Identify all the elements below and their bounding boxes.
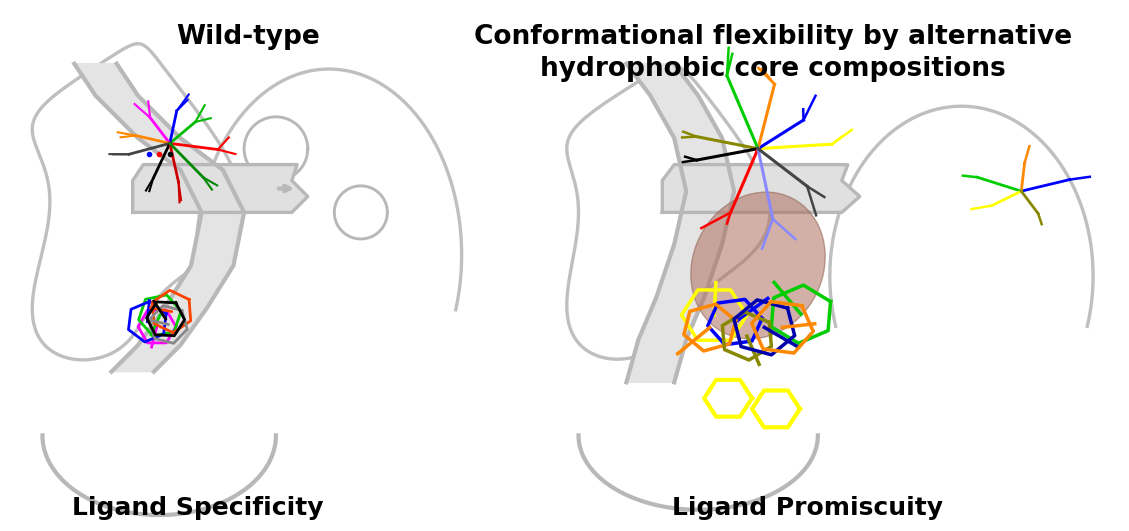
Polygon shape [133, 165, 308, 212]
Polygon shape [627, 64, 734, 382]
Polygon shape [75, 64, 244, 372]
Text: Ligand Specificity: Ligand Specificity [72, 496, 323, 520]
Ellipse shape [691, 192, 825, 339]
Polygon shape [663, 165, 860, 212]
Text: Wild-type: Wild-type [176, 24, 321, 50]
Text: Conformational flexibility by alternative
hydrophobic core compositions: Conformational flexibility by alternativ… [474, 24, 1073, 82]
Text: Ligand Promiscuity: Ligand Promiscuity [672, 496, 943, 520]
